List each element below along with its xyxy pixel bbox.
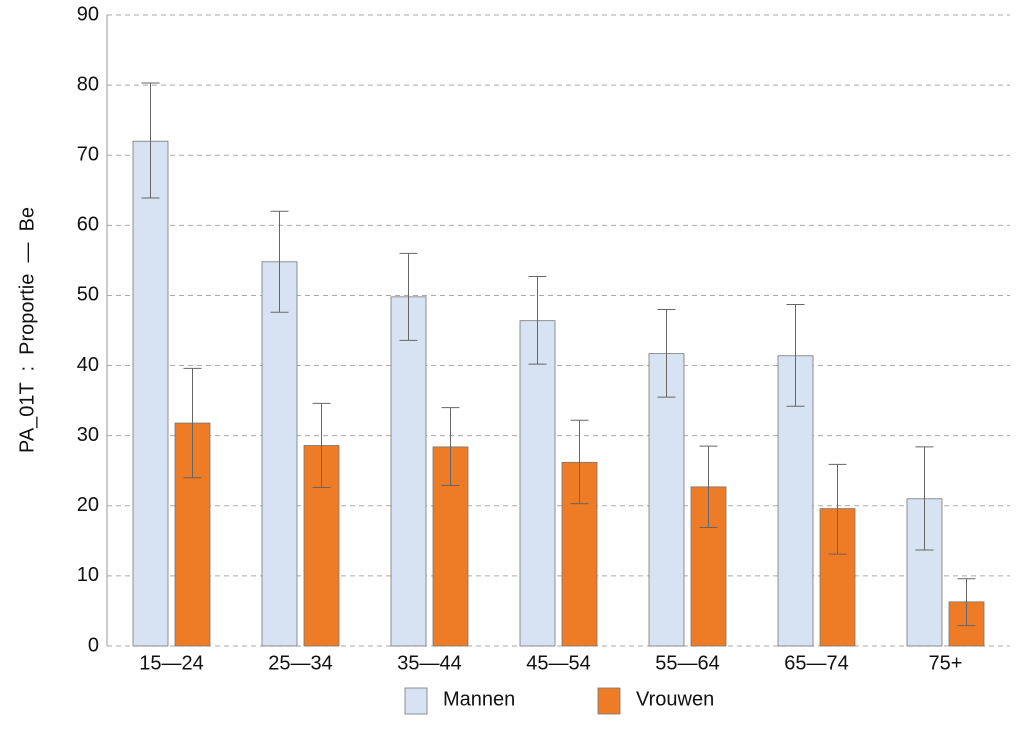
y-tick-label: 90 [77, 3, 99, 25]
x-tick-label: 25—34 [268, 652, 333, 674]
bar [519, 320, 556, 647]
bar [261, 261, 298, 647]
y-tick-label: 50 [77, 284, 99, 306]
legend-swatch [597, 687, 621, 715]
x-tick-label: 15—24 [139, 652, 204, 674]
y-tick-label: 10 [77, 564, 99, 586]
y-tick-label: 0 [88, 634, 99, 656]
legend-swatch [404, 687, 428, 715]
x-tick-label: 55—64 [655, 652, 720, 674]
x-tick-label: 65—74 [784, 652, 849, 674]
y-tick-label: 20 [77, 494, 99, 516]
y-axis-label: PA_01T : Proportie — Be [16, 207, 38, 453]
x-tick-label: 45—54 [526, 652, 591, 674]
y-tick-label: 30 [77, 424, 99, 446]
y-tick-label: 40 [77, 354, 99, 376]
bar [390, 296, 427, 647]
x-tick-label: 75+ [929, 652, 963, 674]
y-tick-label: 70 [77, 144, 99, 166]
y-tick-label: 60 [77, 214, 99, 236]
legend-label: Mannen [443, 688, 515, 710]
y-tick-label: 80 [77, 73, 99, 95]
bar [132, 140, 169, 647]
x-tick-label: 35—44 [397, 652, 462, 674]
legend-label: Vrouwen [636, 688, 714, 710]
bar [648, 353, 685, 647]
